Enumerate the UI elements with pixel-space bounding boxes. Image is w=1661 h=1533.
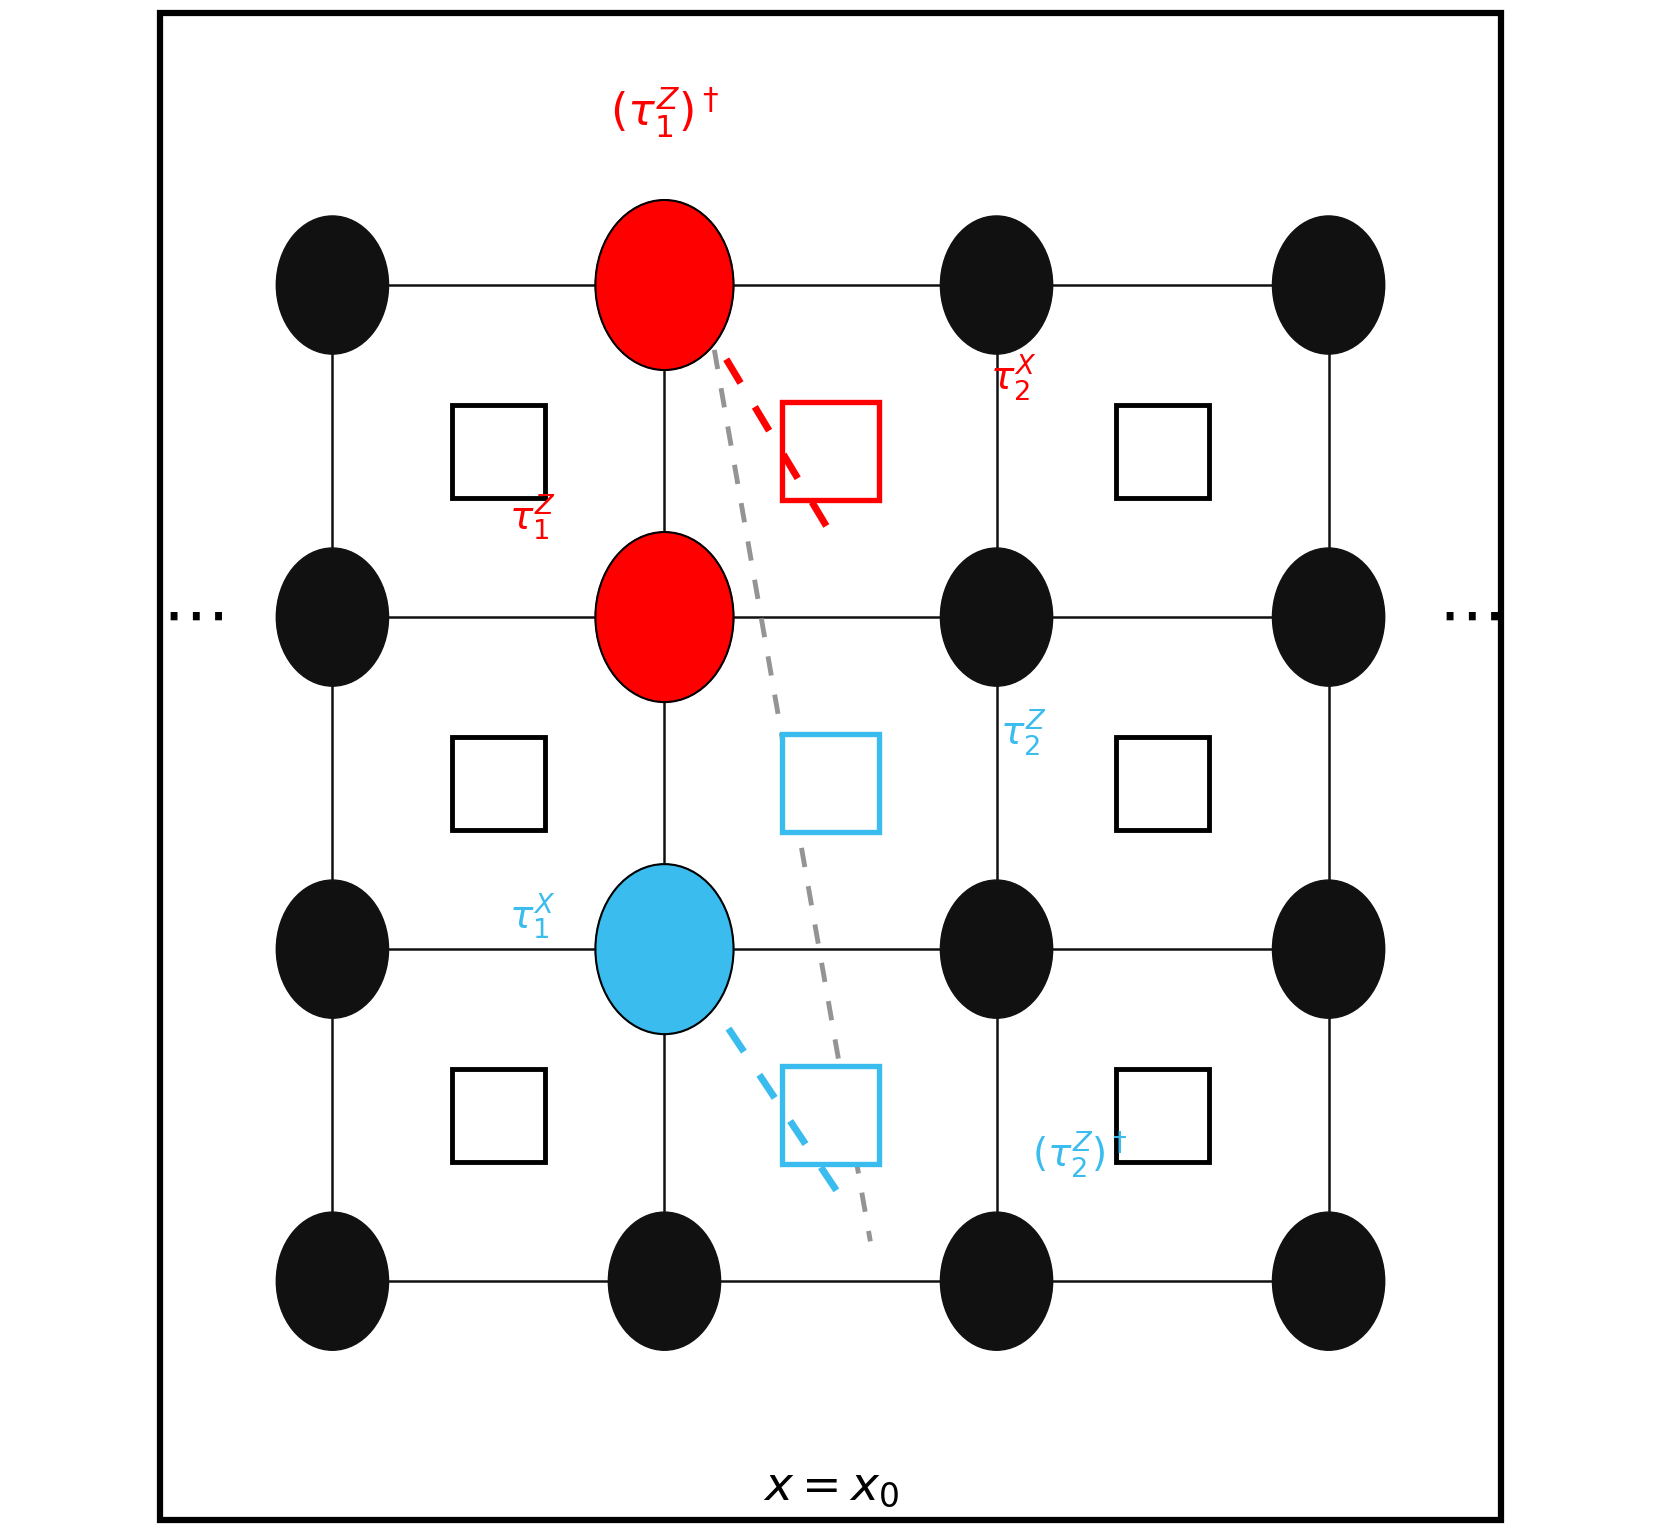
Text: $\tau_2^Z$: $\tau_2^Z$ — [1000, 708, 1046, 759]
Ellipse shape — [276, 216, 389, 354]
Bar — [782, 734, 879, 832]
Bar — [782, 402, 879, 500]
Ellipse shape — [1272, 216, 1385, 354]
Ellipse shape — [595, 199, 734, 369]
Text: $(\tau_1^Z)^\dagger$: $(\tau_1^Z)^\dagger$ — [610, 84, 719, 141]
Bar — [1116, 1069, 1209, 1162]
Ellipse shape — [940, 880, 1053, 1018]
Ellipse shape — [276, 880, 389, 1018]
Ellipse shape — [1272, 1213, 1385, 1351]
Bar — [452, 405, 545, 498]
Bar — [452, 1069, 545, 1162]
Ellipse shape — [276, 547, 389, 687]
Ellipse shape — [595, 532, 734, 702]
Text: $\tau_1^X$: $\tau_1^X$ — [508, 891, 555, 941]
Ellipse shape — [1272, 880, 1385, 1018]
Ellipse shape — [595, 865, 734, 1035]
Bar — [782, 1067, 879, 1164]
Ellipse shape — [608, 1213, 721, 1351]
Bar — [1116, 737, 1209, 829]
Text: $\cdots$: $\cdots$ — [163, 584, 224, 650]
Text: $\cdots$: $\cdots$ — [1437, 584, 1498, 650]
Text: $(\tau_2^Z)^\dagger$: $(\tau_2^Z)^\dagger$ — [1031, 1130, 1128, 1180]
Ellipse shape — [940, 1213, 1053, 1351]
Ellipse shape — [1272, 547, 1385, 687]
Bar — [452, 737, 545, 829]
Bar — [1116, 405, 1209, 498]
Text: $x = x_0$: $x = x_0$ — [762, 1464, 899, 1510]
Text: $\tau_1^Z$: $\tau_1^Z$ — [508, 492, 555, 543]
Text: $\tau_2^X$: $\tau_2^X$ — [990, 353, 1036, 403]
Ellipse shape — [940, 216, 1053, 354]
Ellipse shape — [940, 547, 1053, 687]
Ellipse shape — [276, 1213, 389, 1351]
